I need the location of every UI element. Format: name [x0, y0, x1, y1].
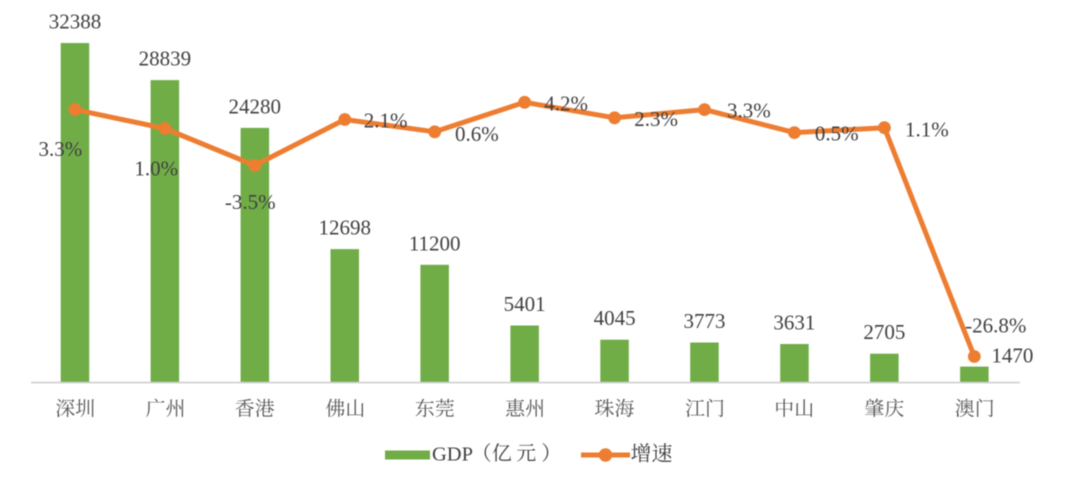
svg-text:1.0%: 1.0% [134, 156, 178, 180]
svg-text:-3.5%: -3.5% [225, 190, 276, 214]
svg-text:4.2%: 4.2% [544, 91, 588, 115]
svg-text:4045: 4045 [594, 306, 636, 330]
svg-text:5401: 5401 [504, 292, 546, 316]
svg-text:1.1%: 1.1% [905, 117, 949, 141]
svg-text:0.6%: 0.6% [455, 122, 499, 146]
svg-text:12698: 12698 [319, 216, 372, 240]
svg-text:2.1%: 2.1% [364, 109, 408, 133]
svg-text:GDP: GDP [432, 443, 473, 465]
svg-text:3773: 3773 [684, 309, 726, 333]
svg-text:24280: 24280 [229, 94, 282, 118]
svg-text:28839: 28839 [139, 47, 192, 71]
svg-text:3.3%: 3.3% [727, 99, 771, 123]
svg-text:2.3%: 2.3% [634, 107, 678, 131]
svg-text:2705: 2705 [863, 320, 905, 344]
svg-text:-26.8%: -26.8% [965, 314, 1026, 338]
svg-text:1470: 1470 [991, 344, 1033, 368]
svg-text:0.5%: 0.5% [815, 122, 859, 146]
svg-text:32388: 32388 [49, 10, 102, 34]
svg-text:3.3%: 3.3% [39, 137, 83, 161]
svg-text:11200: 11200 [409, 231, 461, 255]
svg-text:3631: 3631 [773, 311, 815, 335]
